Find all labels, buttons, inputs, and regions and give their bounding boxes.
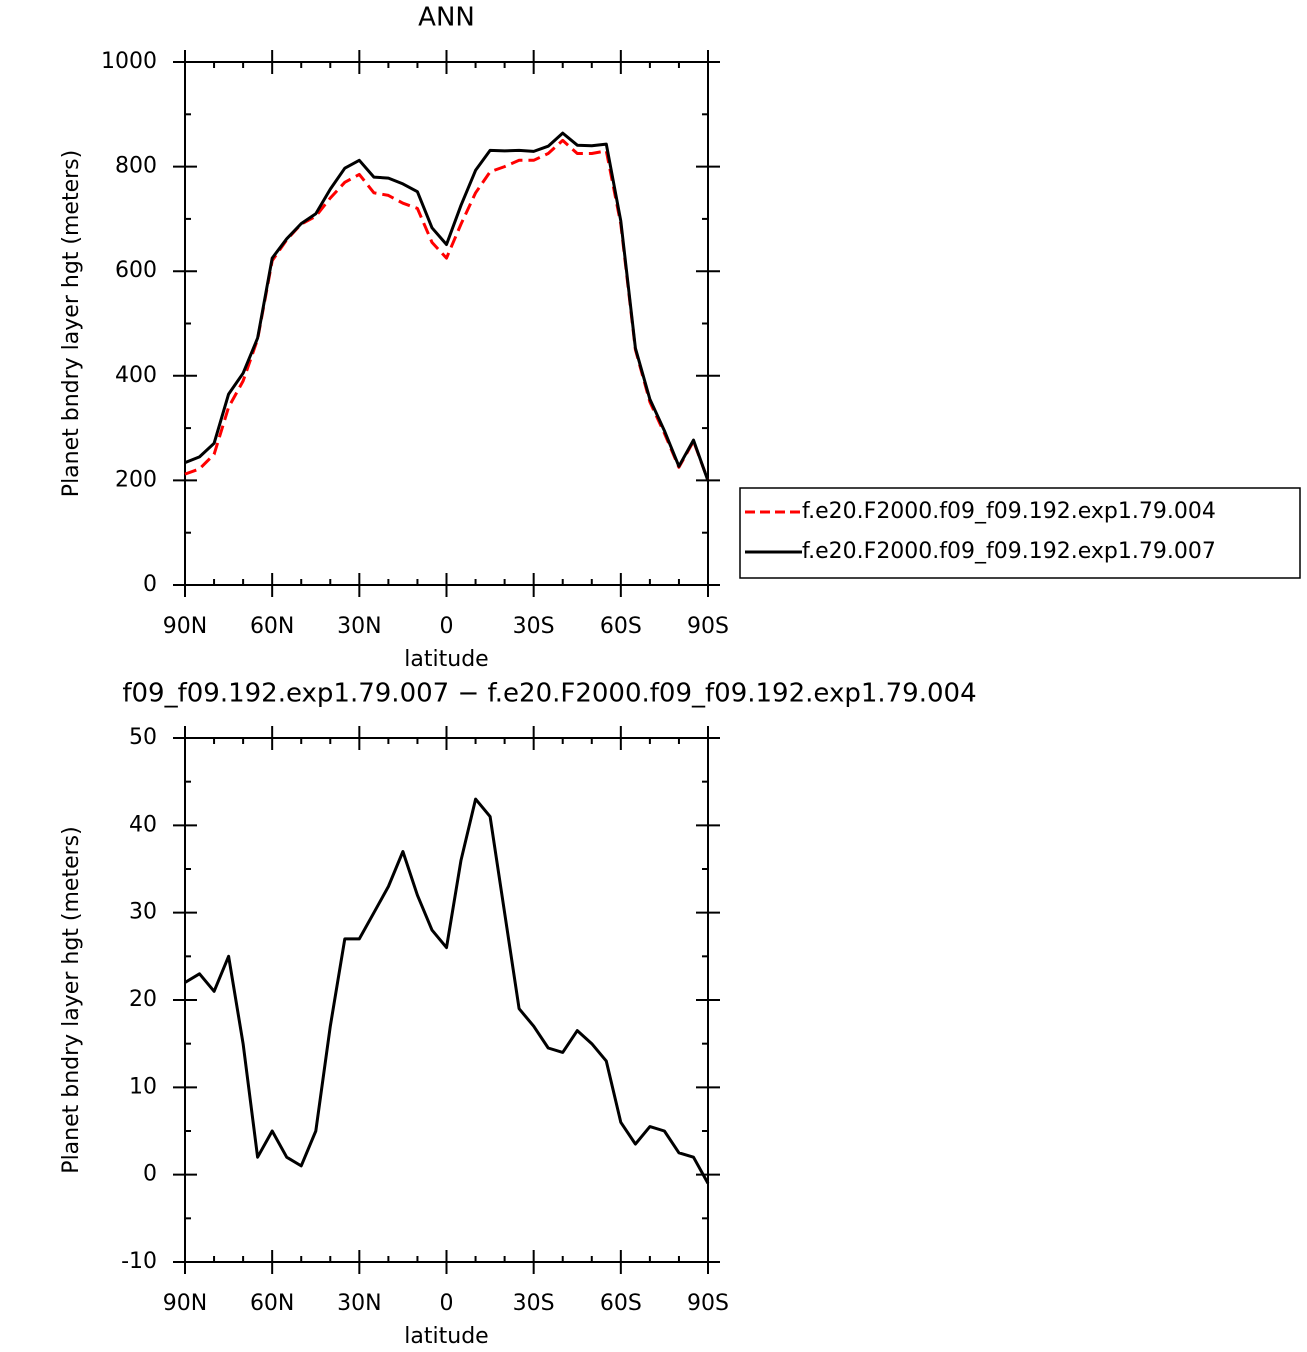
y-axis-label: Planet bndry layer hgt (meters) [59,150,84,497]
data-line [184,131,710,482]
x-axis-label: latitude [404,1324,488,1349]
x-tick-label: 30N [337,614,381,639]
x-axis-label: latitude [404,647,488,672]
plot-frame [184,737,709,1263]
chart-title: f09_f09.192.exp1.79.007 − f.e20.F2000.f0… [122,679,976,709]
y-tick-label: 600 [115,258,157,283]
y-tick-label: 10 [129,1074,157,1099]
y-tick-label: 50 [129,725,157,750]
y-tick-label: 0 [143,1162,157,1187]
y-axis-label: Planet bndry layer hgt (meters) [59,826,84,1173]
x-tick-label: 90S [687,614,729,639]
y-tick-label: 200 [115,467,157,492]
y-tick-label: 0 [143,572,157,597]
x-tick-label: 30S [513,1291,555,1316]
y-tick-label: 40 [129,812,157,837]
x-tick-label: 30N [337,1291,381,1316]
x-tick-label: 0 [440,1291,454,1316]
y-tick-label: 30 [129,900,157,925]
x-tick-label: 90N [163,1291,207,1316]
x-tick-label: 60S [600,1291,642,1316]
x-tick-label: 90N [163,614,207,639]
y-tick-label: -10 [121,1249,157,1274]
x-tick-label: 90S [687,1291,729,1316]
x-tick-label: 30S [513,614,555,639]
x-tick-label: 60N [250,614,294,639]
x-tick-label: 60S [600,614,642,639]
x-tick-label: 60N [250,1291,294,1316]
y-tick-label: 400 [115,363,157,388]
y-tick-label: 20 [129,987,157,1012]
data-line [184,797,710,1185]
legend-box [739,487,1301,579]
plot-frame [184,61,709,586]
y-tick-label: 1000 [101,49,157,74]
legend-label: f.e20.F2000.f09_f09.192.exp1.79.004 [802,499,1216,524]
chart-title: ANN [418,3,475,33]
x-tick-label: 0 [440,614,454,639]
legend-label: f.e20.F2000.f09_f09.192.exp1.79.007 [802,539,1216,564]
y-tick-label: 800 [115,154,157,179]
